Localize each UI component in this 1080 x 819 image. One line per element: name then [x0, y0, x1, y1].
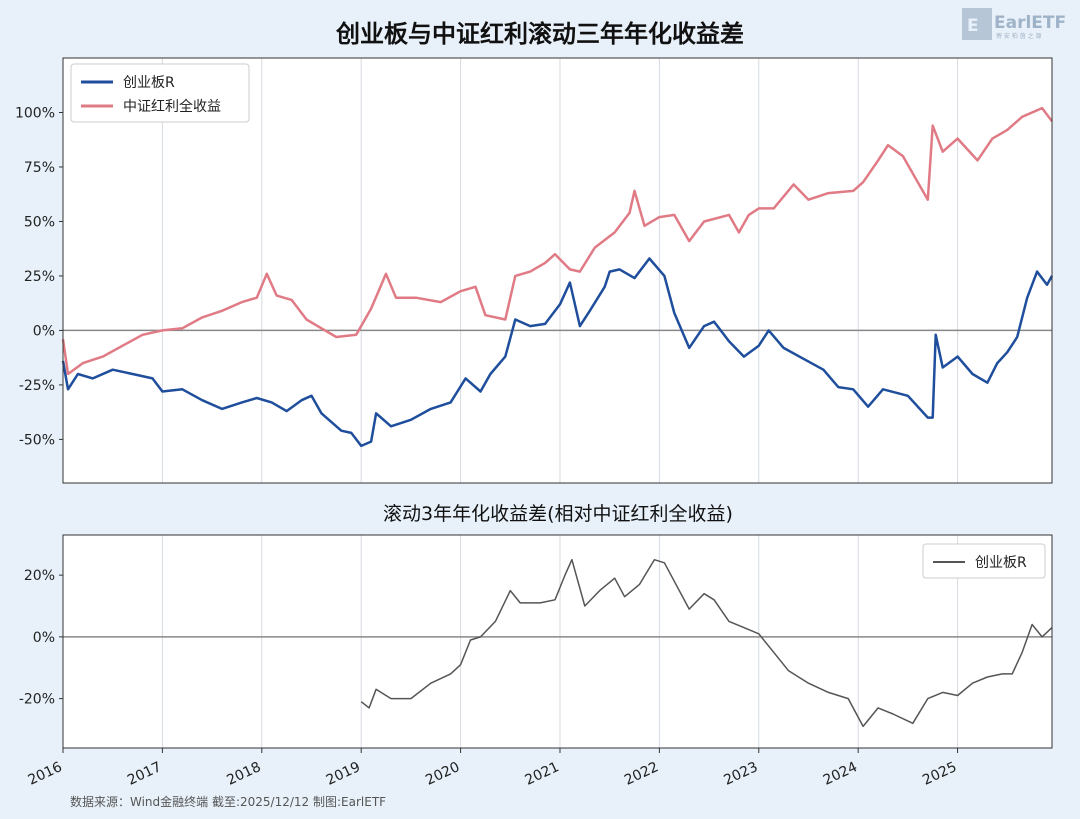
y-tick-label: 25%	[24, 269, 55, 285]
legend-label: 创业板R	[975, 555, 1027, 571]
y-tick-label: 0%	[33, 323, 55, 339]
x-tick-label: 2021	[523, 759, 562, 789]
legend-label: 中证红利全收益	[123, 98, 221, 115]
x-tick-label: 2019	[324, 759, 363, 789]
y-tick-label: 50%	[24, 214, 55, 230]
logo: E EarlETF 寄 安 柏 茵 之 源	[962, 8, 1066, 40]
x-tick-label: 2023	[721, 759, 760, 789]
legend-box	[70, 63, 250, 123]
y-tick-label: -25%	[19, 378, 55, 394]
logo-subtext: 寄 安 柏 茵 之 源	[996, 32, 1042, 40]
legend-label: 创业板R	[123, 75, 175, 91]
plot-frame	[62, 57, 1053, 484]
series-line-chinext	[61, 257, 1054, 448]
y-tick-label: 0%	[33, 630, 55, 646]
series-line-diff	[360, 558, 1053, 728]
main-chart-title: 创业板与中证红利滚动三年年化收益差	[335, 20, 744, 48]
legend: 创业板R 中证红利全收益	[70, 63, 250, 123]
x-tick-label: 2024	[821, 759, 860, 789]
series-line-dividend	[61, 106, 1053, 376]
logo-text: EarlETF	[994, 13, 1066, 33]
x-axis: 2016 2017 2018 2019 2020 2021 2022 2023 2024 2025	[26, 748, 959, 789]
plot-frame	[62, 534, 1053, 749]
x-tick-label: 2017	[125, 759, 164, 789]
source-note: 数据来源：Wind金融终端 截至:2025/12/12 制图:EarlETF	[70, 794, 386, 809]
y-tick-label: -50%	[19, 432, 55, 448]
legend: 创业板R	[922, 543, 1046, 579]
y-tick-label: 100%	[15, 105, 55, 121]
logo-mark	[962, 8, 992, 40]
legend-box	[922, 543, 1046, 579]
x-tick-label: 2016	[26, 759, 65, 789]
top-plot-area: -50% -25% 0% 25% 50% 75% 100% 创业板R 中证红利全收益	[15, 57, 1054, 484]
bottom-plot-area: -20% 0% 20% 创业板R	[19, 534, 1053, 749]
y-tick-label: -20%	[19, 692, 55, 708]
x-tick-label: 2020	[423, 759, 462, 789]
logo-mark-letter: E	[967, 16, 979, 36]
x-tick-label: 2025	[920, 759, 959, 789]
plot-background	[63, 535, 1052, 748]
x-tick-label: 2018	[224, 759, 263, 789]
plot-background	[63, 58, 1052, 483]
sub-chart-title: 滚动3年年化收益差(相对中证红利全收益)	[383, 503, 733, 525]
y-tick-label: 20%	[24, 568, 55, 584]
x-tick-label: 2022	[622, 759, 661, 789]
y-tick-label: 75%	[24, 160, 55, 176]
